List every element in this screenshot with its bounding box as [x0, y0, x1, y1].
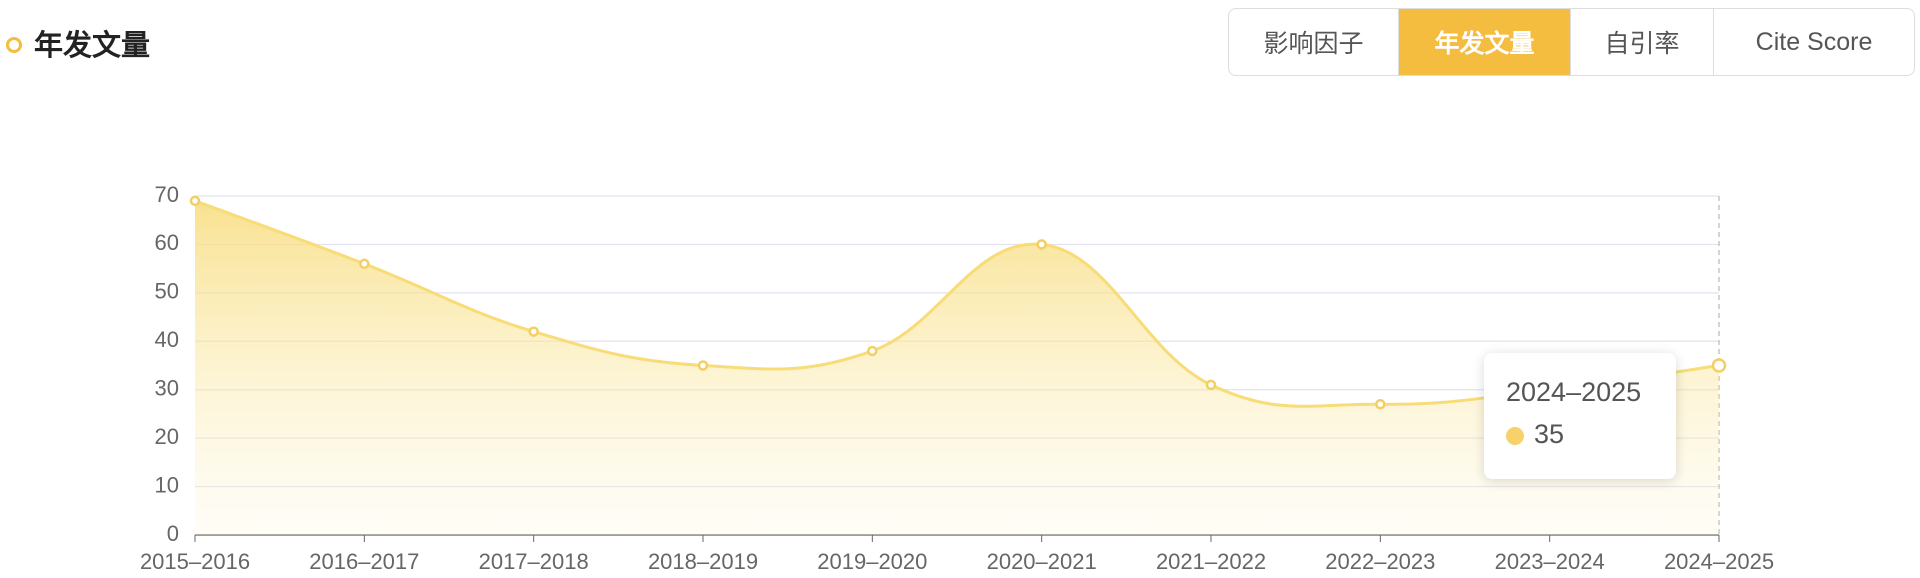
tooltip-category: 2024–2025: [1506, 377, 1642, 407]
tab-active[interactable]: 年发文量: [1398, 9, 1570, 75]
x-tick-label: 2023–2024: [1495, 549, 1605, 574]
x-tick-label: 2018–2019: [648, 549, 758, 574]
y-tick-label: 50: [155, 279, 179, 304]
y-tick-label: 70: [155, 182, 179, 207]
x-tick-label: 2016–2017: [309, 549, 419, 574]
tab[interactable]: 影响因子: [1263, 30, 1364, 58]
x-tick-label: 2019–2020: [817, 549, 927, 574]
point: [697, 360, 709, 371]
y-tick-label: 40: [155, 327, 179, 352]
area: [195, 200, 1719, 536]
x-tick-label: 2022–2023: [1325, 549, 1435, 574]
y-tick-label: 0: [167, 521, 179, 546]
x-tick-label: 2015–2016: [140, 549, 250, 574]
point: [359, 258, 370, 270]
y-tick-label: 60: [155, 230, 179, 255]
tooltip-swatch: [1506, 427, 1524, 445]
x-tick-label: 2020–2021: [987, 549, 1097, 574]
y-tick-label: 20: [155, 424, 179, 449]
tab-bar: 影响因子 年发文量 自引率 Cite Score: [1228, 8, 1915, 76]
x-tick-label: 2017–2018: [479, 549, 589, 574]
point: [1205, 379, 1217, 391]
point: [1711, 358, 1727, 373]
line: [194, 199, 1720, 408]
point: [1375, 398, 1386, 410]
tab[interactable]: Cite Score: [1713, 9, 1914, 75]
point: [1036, 239, 1047, 250]
point: [189, 195, 201, 207]
section-title: 年发文量: [34, 30, 151, 62]
tooltip-value: 35: [1534, 419, 1565, 449]
y-tick-label: 10: [155, 472, 179, 497]
y-tick-label: 30: [155, 376, 179, 401]
x-tick-label: 2024–2025: [1664, 549, 1774, 574]
x-tick-label: 2021–2022: [1156, 549, 1266, 574]
tooltip: 2024–2025 35: [1484, 353, 1676, 479]
point: [867, 345, 878, 357]
point: [528, 326, 539, 337]
title-dot: [6, 37, 22, 53]
tab[interactable]: 自引率: [1570, 9, 1713, 75]
